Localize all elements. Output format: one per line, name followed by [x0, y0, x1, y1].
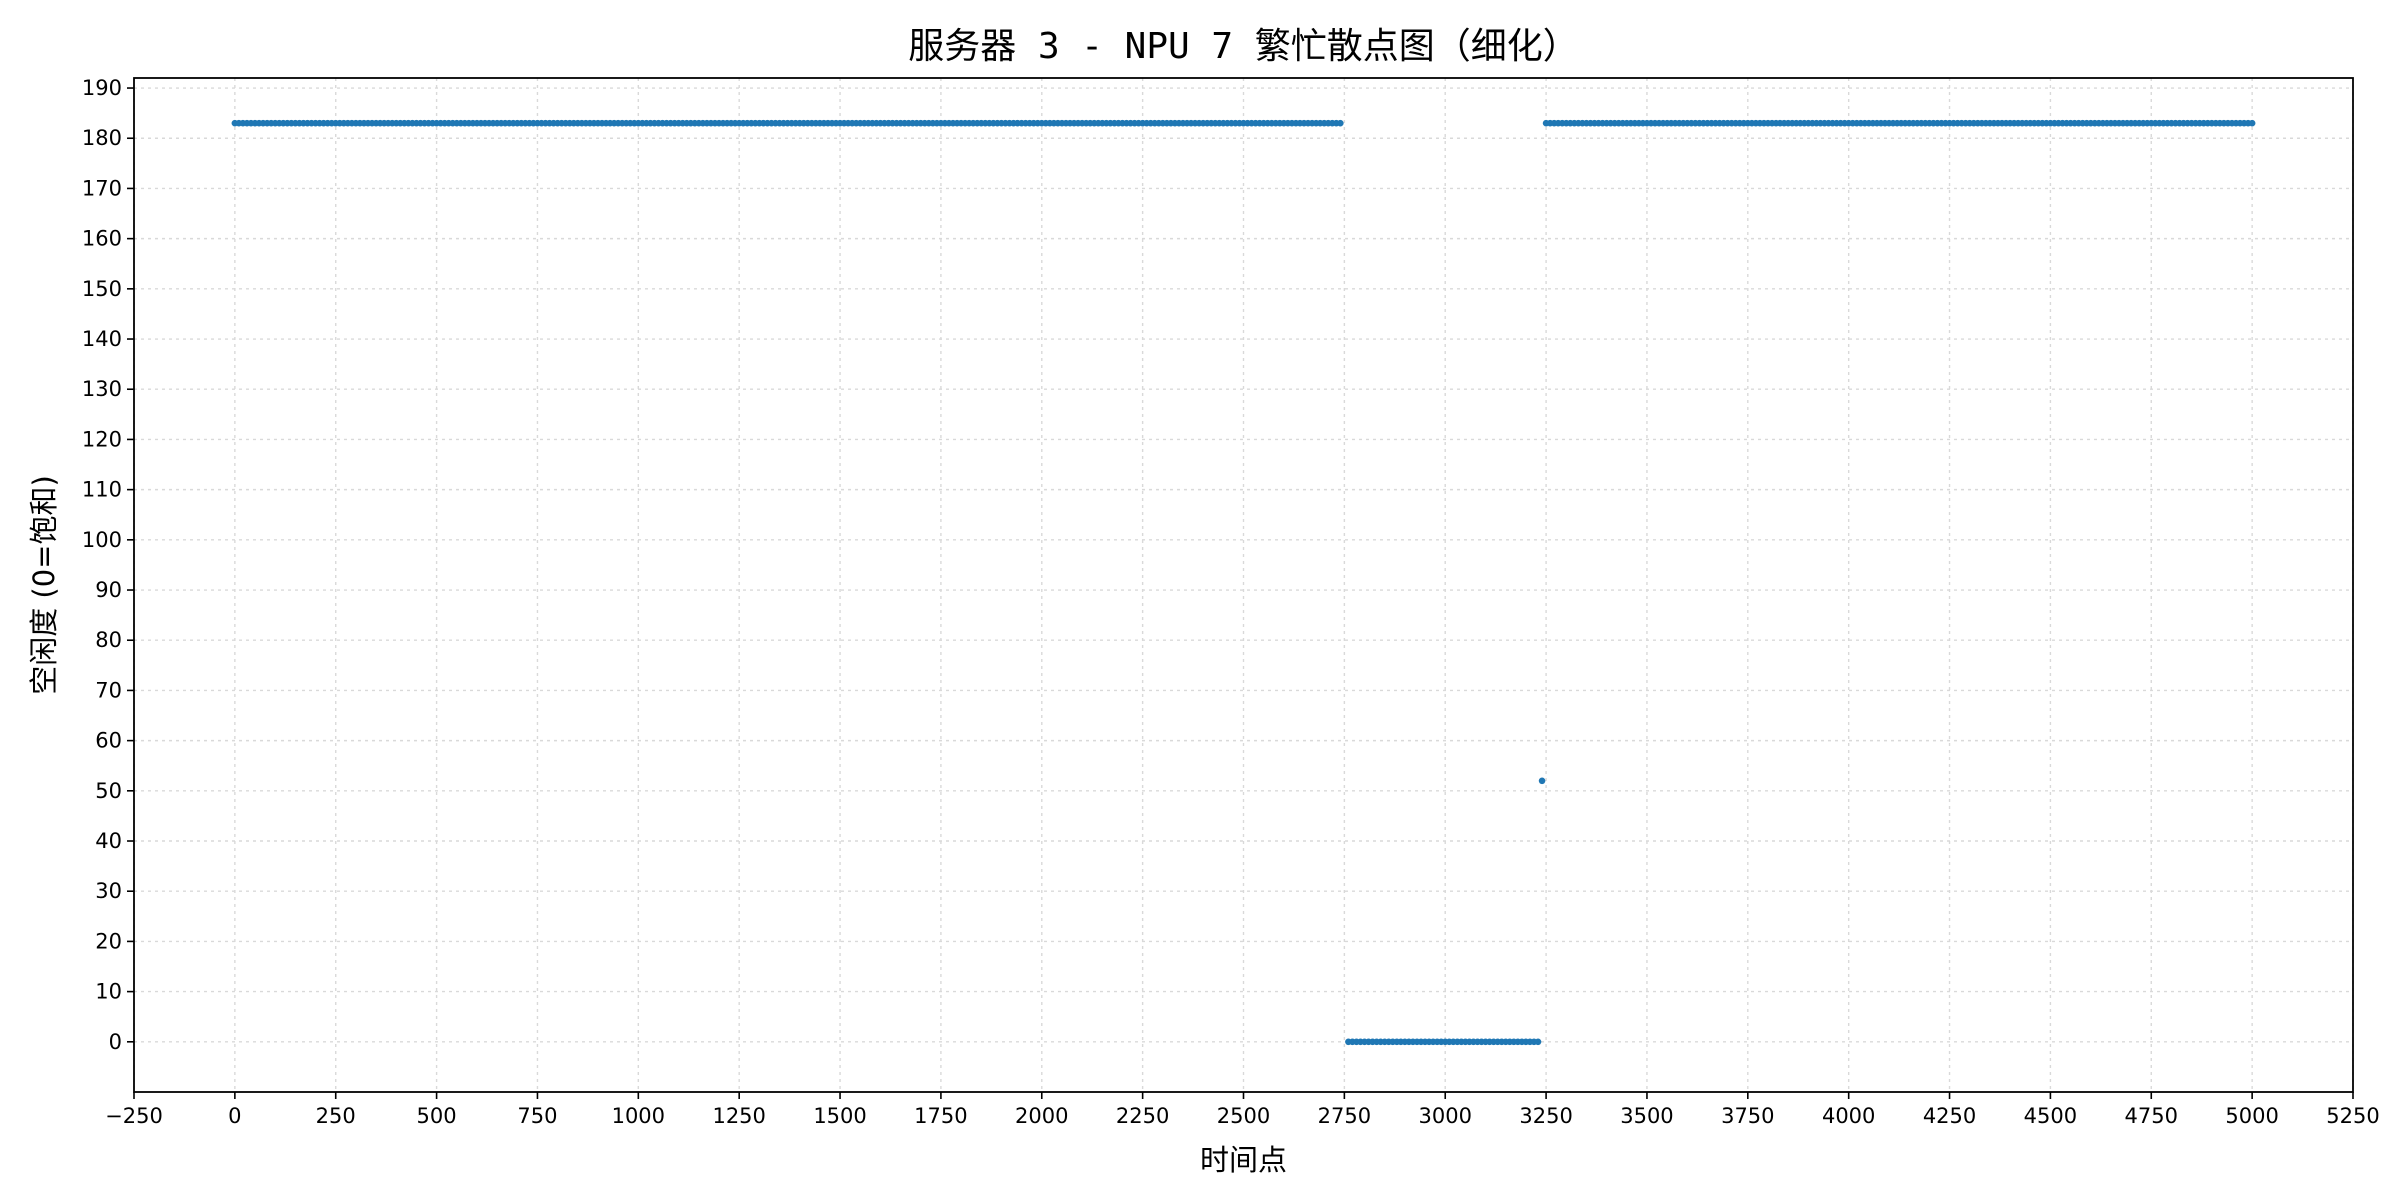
y-axis-ticks: 0 10 20 30 40 50 60 70 80 90 100 110 120 130 140 150 160… — [82, 76, 134, 1054]
y-tick-label: 0 — [109, 1030, 122, 1054]
x-tick-label: 0 — [228, 1104, 241, 1128]
x-tick-label: 5000 — [2225, 1104, 2278, 1128]
data-point — [1534, 1038, 1542, 1046]
y-tick-label: 110 — [82, 478, 122, 502]
x-tick-label: 2250 — [1116, 1104, 1169, 1128]
data-point — [1538, 777, 1546, 785]
y-axis-title: 空闲度 (0=饱和) — [27, 475, 61, 695]
y-tick-label: 70 — [95, 678, 122, 702]
y-tick-label: 30 — [95, 879, 122, 903]
y-tick-label: 120 — [82, 427, 122, 451]
x-tick-label: 250 — [316, 1104, 356, 1128]
x-tick-label: 4250 — [1923, 1104, 1976, 1128]
y-tick-label: 150 — [82, 277, 122, 301]
x-tick-label: 3250 — [1519, 1104, 1572, 1128]
x-tick-label: 4000 — [1822, 1104, 1875, 1128]
gridlines — [133, 78, 2354, 1092]
x-tick-label: 1500 — [813, 1104, 866, 1128]
x-tick-label: 5250 — [2326, 1104, 2379, 1128]
y-tick-label: 130 — [82, 377, 122, 401]
y-tick-label: 100 — [82, 528, 122, 552]
data-points — [231, 119, 2256, 1046]
x-tick-label: 1250 — [712, 1104, 765, 1128]
x-tick-label: 500 — [417, 1104, 457, 1128]
x-tick-label: 750 — [517, 1104, 557, 1128]
x-tick-label: 3750 — [1721, 1104, 1774, 1128]
y-tick-label: 170 — [82, 176, 122, 200]
x-tick-label: 4750 — [2125, 1104, 2178, 1128]
y-tick-label: 180 — [82, 126, 122, 150]
y-tick-label: 60 — [95, 729, 122, 753]
data-point — [1337, 119, 1344, 127]
x-tick-label: 2000 — [1015, 1104, 1068, 1128]
x-tick-label: 3500 — [1620, 1104, 1673, 1128]
y-tick-label: 20 — [95, 929, 122, 953]
y-tick-label: 140 — [82, 327, 122, 351]
x-tick-label: −250 — [105, 1104, 163, 1128]
x-tick-label: 2500 — [1217, 1104, 1270, 1128]
y-tick-label: 190 — [82, 76, 122, 100]
y-tick-label: 160 — [82, 227, 122, 251]
y-tick-label: 40 — [95, 829, 122, 853]
x-tick-label: 4500 — [2024, 1104, 2077, 1128]
chart-title: 服务器 3 - NPU 7 繁忙散点图（细化） — [908, 26, 1578, 67]
y-tick-label: 80 — [95, 628, 122, 652]
x-tick-label: 1000 — [612, 1104, 665, 1128]
x-tick-label: 3000 — [1419, 1104, 1472, 1128]
y-tick-label: 50 — [95, 779, 122, 803]
x-axis-ticks: −250 0 250 500 750 1000 1250 1500 1750 2000 2250 25… — [105, 1092, 2380, 1128]
x-tick-label: 1750 — [914, 1104, 967, 1128]
y-tick-label: 10 — [95, 980, 122, 1004]
y-tick-label: 90 — [95, 578, 122, 602]
data-point — [2248, 119, 2256, 127]
x-axis-title: 时间点 — [1200, 1143, 1287, 1177]
x-tick-label: 2750 — [1318, 1104, 1371, 1128]
